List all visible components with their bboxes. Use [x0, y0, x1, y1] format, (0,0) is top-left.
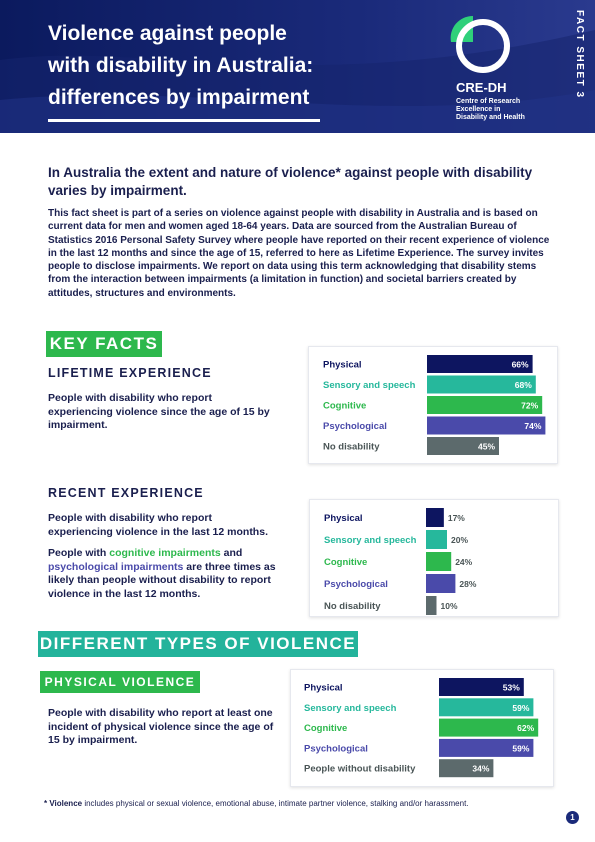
page-title: Violence against people with disability …: [48, 18, 348, 114]
recent-comparison-text: People with cognitive impairments and ps…: [48, 547, 284, 601]
value-label: 72%: [521, 401, 538, 411]
category-label: Cognitive: [324, 557, 367, 568]
recent-chart-svg: Physical 17% Sensory and speech 20% Cognitiv…: [324, 508, 477, 615]
bar: [427, 437, 499, 455]
recent-comparison-part: and: [220, 547, 243, 559]
category-label: Sensory and speech: [323, 380, 416, 391]
recent-text: People with disability who report experi…: [48, 512, 268, 538]
category-label: Cognitive: [304, 723, 347, 734]
bar: [439, 718, 539, 737]
lifetime-heading: LIFETIME EXPERIENCE: [48, 366, 212, 380]
recent-chart: Physical 17% Sensory and speech 20% Cognitiv…: [309, 499, 559, 617]
recent-comparison-part: are three times as likely than people wi…: [48, 560, 276, 600]
bar: [427, 416, 546, 435]
cre-dh-logo-icon: [450, 15, 510, 73]
category-label: Physical: [324, 513, 363, 524]
bar: [439, 738, 534, 757]
value-label: 28%: [459, 579, 476, 589]
header-banner: Violence against people with disability …: [0, 0, 595, 133]
lifetime-chart-svg: Physical 66% Sensory and speech 68% Cognitiv…: [323, 355, 546, 455]
category-label: People without disability: [304, 764, 416, 775]
value-label: 66%: [512, 360, 529, 370]
value-label: 20%: [451, 535, 468, 545]
recent-heading: RECENT EXPERIENCE: [48, 486, 204, 500]
value-label: 34%: [472, 764, 489, 774]
value-label: 10%: [441, 601, 458, 611]
highlight-cognitive: cognitive impairments: [109, 547, 221, 559]
category-label: No disability: [324, 601, 381, 612]
value-label: 62%: [517, 723, 534, 733]
category-label: Sensory and speech: [304, 703, 397, 714]
key-facts-badge: KEY FACTS: [46, 331, 162, 357]
bar: [426, 508, 444, 527]
bar: [439, 678, 524, 696]
title-underline: [48, 119, 320, 122]
value-label: 59%: [512, 703, 529, 713]
value-label: 74%: [524, 421, 541, 431]
title-line-2: with disability in Australia:: [48, 54, 314, 77]
value-label: 59%: [512, 743, 529, 753]
footnote-text: includes physical or sexual violence, em…: [82, 799, 469, 808]
header-wave-decoration: [0, 30, 595, 133]
category-label: Sensory and speech: [324, 535, 417, 546]
physical-violence-badge: PHYSICAL VIOLENCE: [40, 671, 200, 693]
category-label: Psychological: [324, 579, 388, 590]
value-label: 45%: [478, 442, 495, 452]
bar: [426, 530, 447, 549]
category-label: Physical: [304, 683, 343, 694]
highlight-psychological: psychological impairments: [48, 560, 184, 573]
category-label: Physical: [323, 360, 362, 371]
bar: [439, 698, 534, 717]
lifetime-text: People with disability who report experi…: [48, 392, 270, 431]
bar: [427, 375, 536, 394]
physical-violence-text: People with disability who report at lea…: [48, 707, 274, 746]
bar: [426, 552, 452, 571]
intro-paragraph: This fact sheet is part of a series on v…: [48, 208, 550, 299]
footnote-lead: * Violence: [44, 799, 83, 808]
value-label: 53%: [503, 683, 520, 693]
value-label: 68%: [515, 380, 532, 390]
bar: [426, 574, 456, 593]
logo-sub-line: Excellence in: [456, 106, 501, 113]
physical-violence-chart-svg: Physical 53% Sensory and speech 59% Cognitiv…: [304, 678, 539, 778]
category-label: Psychological: [323, 421, 387, 432]
bar: [427, 396, 543, 414]
fact-sheet-label: FACT SHEET 3: [574, 10, 585, 99]
types-of-violence-badge: DIFFERENT TYPES OF VIOLENCE: [38, 631, 358, 657]
title-line-1: Violence against people: [48, 22, 287, 45]
physical-violence-chart: Physical 53% Sensory and speech 59% Cognitiv…: [290, 669, 554, 787]
category-label: Psychological: [304, 743, 368, 754]
logo-sub-line: Disability and Health: [456, 114, 525, 121]
recent-comparison-part: People with: [48, 547, 110, 559]
footnote: * Violence includes physical or sexual v…: [44, 799, 564, 808]
bar: [439, 759, 494, 778]
category-label: Cognitive: [323, 401, 366, 412]
title-line-3: differences by impairment: [48, 86, 310, 109]
lifetime-chart: Physical 66% Sensory and speech 68% Cognitiv…: [308, 346, 558, 464]
logo-name: CRE-DH: [456, 80, 507, 95]
category-label: No disability: [323, 442, 380, 453]
logo-subtitle: Centre of Research Excellence in Disabil…: [456, 98, 546, 122]
logo-sub-line: Centre of Research: [456, 98, 521, 105]
value-label: 24%: [455, 557, 472, 567]
lead-statement: In Australia the extent and nature of vi…: [48, 165, 533, 198]
page-number: 1: [566, 811, 579, 824]
value-label: 17%: [448, 513, 465, 523]
bar: [426, 596, 437, 615]
bar: [427, 355, 533, 373]
